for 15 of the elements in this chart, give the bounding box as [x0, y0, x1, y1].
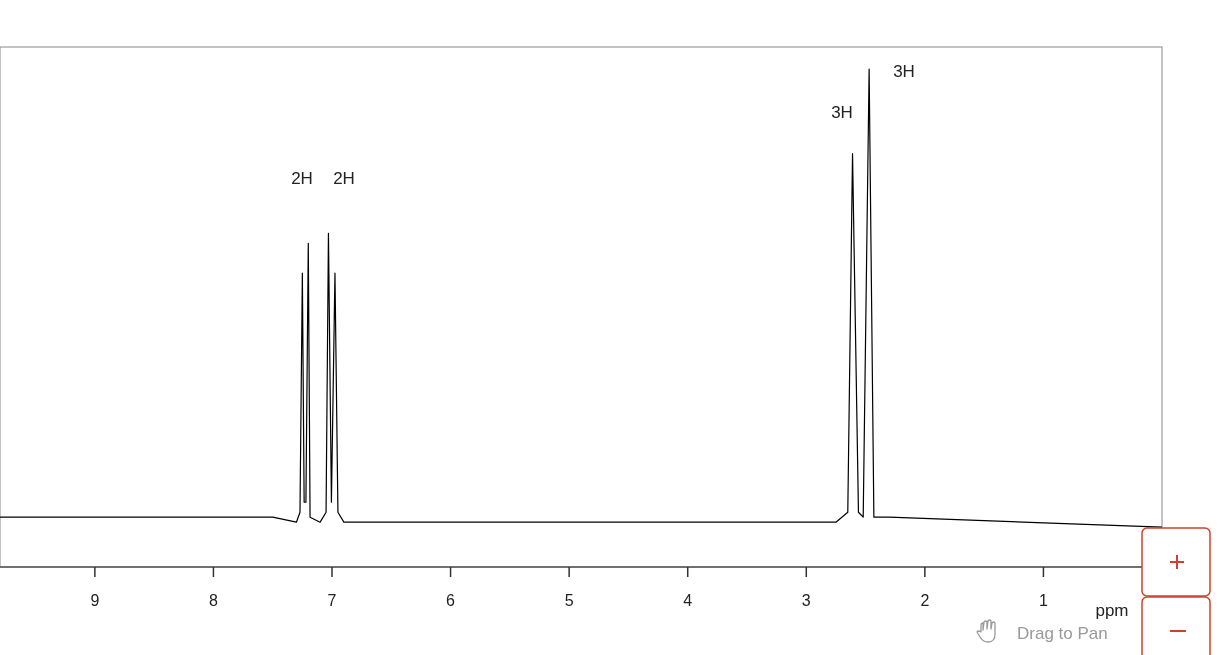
x-tick-label: 9 [90, 592, 100, 609]
annotation: 3H [893, 62, 915, 81]
x-tick-label: 6 [446, 592, 456, 609]
x-tick-label: 5 [564, 592, 574, 609]
x-tick-label: 3 [801, 592, 811, 609]
x-axis-title: ppm [1095, 601, 1129, 620]
x-tick-label: 8 [208, 592, 218, 609]
x-tick-label: 4 [683, 592, 693, 609]
text: Drag to Pan [1017, 624, 1108, 643]
annotation: 3H [831, 103, 853, 122]
x-tick-label: 7 [327, 592, 337, 609]
annotation: 2H [333, 169, 355, 188]
x-tick-label: 1 [1038, 592, 1048, 609]
x-tick-label: 2 [920, 592, 930, 609]
annotation: 2H [291, 169, 313, 188]
